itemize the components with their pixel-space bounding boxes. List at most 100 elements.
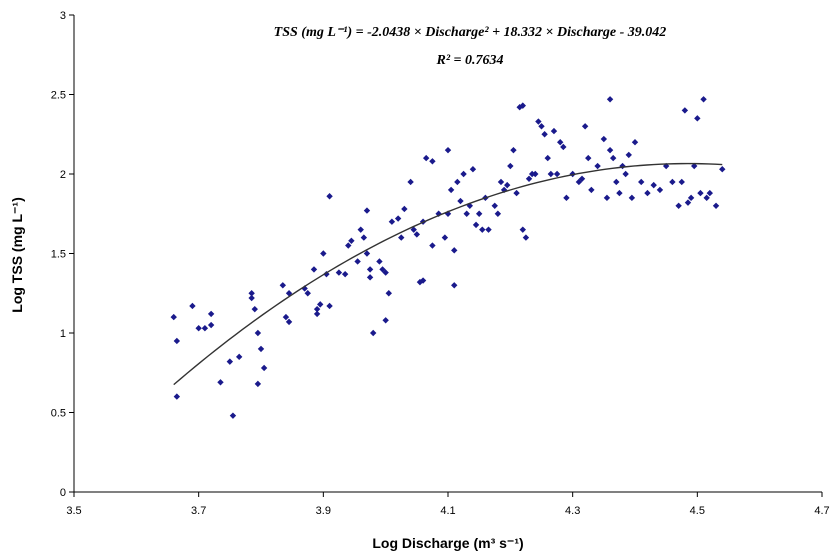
x-tick-label: 3.7 [191,505,206,517]
data-point [606,96,614,103]
data-point [235,353,243,361]
data-point [553,170,561,178]
data-point [326,193,333,200]
data-point [398,234,405,241]
data-point [519,226,526,233]
data-point [463,210,470,217]
data-point [609,154,617,162]
data-point [366,266,374,273]
data-point [519,102,526,109]
data-point [410,226,417,233]
data-point [444,146,452,154]
data-point [254,329,262,337]
data-point [535,118,542,125]
data-point [447,186,455,194]
data-point [285,318,293,326]
data-point [560,143,567,151]
data-point [475,210,483,217]
data-point [363,207,371,214]
data-point [691,162,698,170]
data-point [678,178,685,186]
data-point [603,194,611,202]
data-point [195,325,202,332]
data-point [494,210,502,217]
data-point [251,305,258,313]
data-point [441,234,449,241]
data-point [628,194,636,202]
data-point [382,269,389,276]
data-point [532,170,539,178]
data-point [310,266,318,273]
data-point [354,258,361,265]
trendline [173,162,723,386]
data-point [207,310,215,318]
x-tick-label: 4.7 [814,505,829,517]
data-points [170,96,726,419]
data-point [507,162,514,170]
data-point [588,186,595,194]
data-point [326,302,333,310]
data-point [510,146,517,154]
data-point [422,154,430,162]
data-point [694,115,701,122]
data-point [457,197,464,205]
data-point [491,202,498,209]
data-point [454,178,461,186]
y-tick-label: 0.5 [51,408,66,420]
data-point [317,301,324,308]
x-axis-ticks: 3.5 3.7 3.9 4.1 4.3 4.5 4.7 [66,492,830,517]
data-point [485,226,492,233]
data-point [563,194,570,202]
data-point [460,170,467,178]
data-point [638,178,645,186]
data-point [497,178,505,186]
data-point [631,139,639,146]
data-point [217,379,224,386]
data-point [335,269,343,276]
x-tick-label: 3.9 [316,505,331,517]
data-point [547,170,555,178]
data-point [282,313,290,321]
data-point [170,313,177,321]
data-point [279,282,287,289]
y-tick-label: 2 [60,169,66,181]
data-point [684,199,692,206]
data-point [345,242,352,249]
data-point [226,358,234,365]
y-tick-label: 1 [60,328,66,340]
data-point [656,186,664,194]
data-point [189,302,196,310]
data-point [550,127,558,135]
data-point [304,290,311,297]
data-point [606,146,614,154]
data-point [429,242,436,249]
data-point [681,107,689,114]
data-point [419,277,427,284]
data-point [594,162,601,170]
data-point [703,194,710,202]
data-point [469,166,477,173]
data-point [600,135,608,143]
data-point [257,345,265,353]
data-point [363,250,371,257]
data-point [435,210,442,217]
x-tick-label: 4.5 [690,505,705,517]
data-point [700,96,707,103]
data-point [479,226,486,233]
data-point [394,215,402,222]
data-point [544,154,551,162]
data-point [407,178,414,186]
data-point [173,337,181,345]
y-tick-label: 2.5 [51,90,66,102]
x-tick-label: 4.1 [440,505,455,517]
y-tick-label: 0 [60,487,66,499]
y-tick-label: 3 [60,10,66,22]
data-point [451,247,458,254]
data-point [401,205,408,213]
x-tick-label: 3.5 [66,505,81,517]
data-point [313,310,321,318]
y-axis-ticks: 0 0.5 1 1.5 2 2.5 3 [51,10,74,499]
equation-line1: TSS (mg L⁻¹) = -2.0438 × Discharge² + 18… [274,25,667,40]
data-point [254,380,262,388]
data-point [248,294,255,302]
